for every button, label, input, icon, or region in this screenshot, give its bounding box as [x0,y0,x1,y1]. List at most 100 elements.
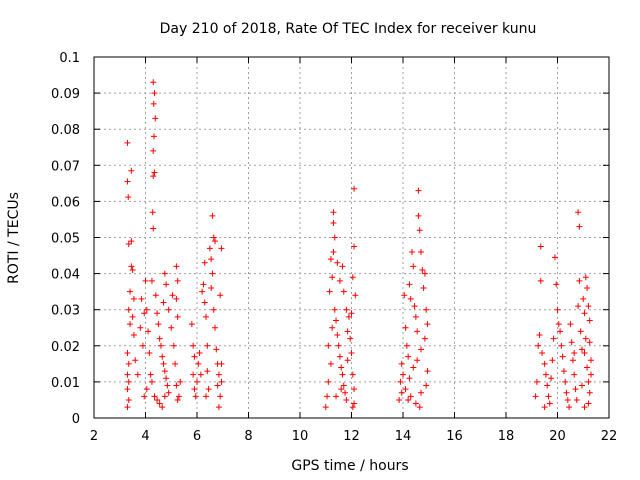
data-point [587,357,594,364]
x-axis-label: GPS time / hours [291,458,408,474]
data-point [348,310,355,317]
data-point [578,382,585,389]
data-point [152,115,159,122]
data-point [555,321,562,328]
data-point [351,400,358,407]
data-point [336,353,343,360]
data-point [582,335,589,342]
data-point [209,212,216,219]
data-point [143,306,150,313]
data-point [401,292,408,299]
data-point [330,220,337,227]
data-point [410,364,417,371]
y-axis-label: ROTI / TECUs [6,192,22,284]
data-point [164,382,171,389]
x-tick-label: 18 [498,429,515,444]
data-point [218,360,225,367]
data-point [405,353,412,360]
y-tick-label: 0.04 [51,268,80,283]
data-point [333,317,340,324]
data-point [217,292,224,299]
data-point [536,331,543,338]
data-point [145,328,152,335]
data-point [205,386,212,393]
data-point [576,277,583,284]
data-point [414,357,421,364]
data-point [168,324,175,331]
data-point [161,368,168,375]
data-point [585,400,592,407]
data-point [331,306,338,313]
data-point [349,404,356,411]
data-point [541,360,548,367]
data-point [161,270,168,277]
y-tick-label: 0.05 [51,232,80,247]
data-point [148,277,155,284]
data-point [560,368,567,375]
data-point [349,371,356,378]
data-point [402,386,409,393]
data-point [161,393,168,400]
x-tick-label: 16 [446,429,463,444]
data-point [419,266,426,273]
data-point [152,292,159,299]
data-point [568,339,575,346]
data-point [199,288,206,295]
data-point [585,303,592,310]
data-point [340,288,347,295]
data-point [125,240,132,247]
data-point [206,245,213,252]
data-point [542,371,549,378]
data-point [403,342,410,349]
data-points [124,79,594,411]
data-point [159,404,166,411]
data-point [213,346,220,353]
data-point [581,310,588,317]
data-point [163,375,170,382]
data-point [406,281,413,288]
data-point [217,393,224,400]
data-point [580,295,587,302]
data-point [327,256,334,263]
data-point [327,360,334,367]
data-point [196,350,203,357]
data-point [212,238,219,245]
data-point [128,238,135,245]
data-point [412,313,419,320]
data-point [150,79,157,86]
y-tick-label: 0.01 [51,376,80,391]
data-point [424,321,431,328]
data-point [553,281,560,288]
data-point [418,346,425,353]
data-point [190,371,197,378]
data-point [173,263,180,270]
data-point [139,342,146,349]
data-point [423,382,430,389]
data-point [163,281,170,288]
data-point [335,342,342,349]
data-point [165,306,172,313]
data-point [415,212,422,219]
x-tick-label: 10 [292,429,309,444]
data-point [325,378,332,385]
data-point [563,389,570,396]
data-point [411,303,418,310]
data-point [333,393,340,400]
data-point [418,248,425,255]
data-point [409,248,416,255]
data-point [157,342,164,349]
x-axis-ticks: 2 4 6 8 10 12 14 16 18 20 22 [90,57,617,444]
data-point [347,335,354,342]
data-point [200,281,207,288]
data-point [203,393,210,400]
data-point [215,371,222,378]
data-point [138,295,145,302]
data-point [188,321,195,328]
data-point [351,243,358,250]
data-point [150,147,157,154]
data-point [124,371,131,378]
data-point [142,277,149,284]
data-point [150,225,157,232]
data-point [578,346,585,353]
